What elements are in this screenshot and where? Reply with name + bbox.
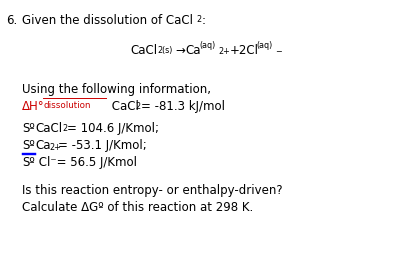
Text: CaCl: CaCl	[108, 100, 139, 113]
Text: = -53.1 J/Kmol;: = -53.1 J/Kmol;	[58, 139, 147, 152]
Text: 2+: 2+	[218, 48, 230, 56]
Text: ΔH°: ΔH°	[22, 100, 45, 113]
Text: = -81.3 kJ/mol: = -81.3 kJ/mol	[141, 100, 225, 113]
Text: +2Cl: +2Cl	[230, 44, 259, 57]
Text: Using the following information,: Using the following information,	[22, 83, 211, 96]
Text: = 104.6 J/Kmol;: = 104.6 J/Kmol;	[67, 122, 159, 135]
Text: Given the dissolution of CaCl: Given the dissolution of CaCl	[22, 14, 193, 27]
Text: :: :	[202, 14, 206, 27]
Text: Calculate ΔGº of this reaction at 298 K.: Calculate ΔGº of this reaction at 298 K.	[22, 201, 253, 214]
Text: →: →	[175, 44, 185, 57]
Text: (aq): (aq)	[256, 41, 272, 50]
Text: −: −	[275, 48, 282, 56]
Text: Ca: Ca	[35, 139, 51, 152]
Text: 2: 2	[135, 102, 140, 111]
Text: Ca: Ca	[185, 44, 200, 57]
Text: Sº: Sº	[22, 139, 35, 152]
Text: 2(s): 2(s)	[157, 46, 173, 55]
Text: 2: 2	[196, 15, 201, 25]
Text: Sº: Sº	[22, 156, 35, 169]
Text: Cl⁻= 56.5 J/Kmol: Cl⁻= 56.5 J/Kmol	[35, 156, 137, 169]
Text: Sº: Sº	[22, 122, 35, 135]
Text: dissolution: dissolution	[43, 101, 90, 110]
Text: CaCl: CaCl	[35, 122, 62, 135]
Text: (aq): (aq)	[199, 41, 215, 50]
Text: 2: 2	[62, 124, 67, 133]
Text: 2+: 2+	[49, 143, 61, 151]
Text: 6.: 6.	[6, 14, 17, 27]
Text: Is this reaction entropy- or enthalpy-driven?: Is this reaction entropy- or enthalpy-dr…	[22, 184, 283, 197]
Text: CaCl: CaCl	[130, 44, 157, 57]
